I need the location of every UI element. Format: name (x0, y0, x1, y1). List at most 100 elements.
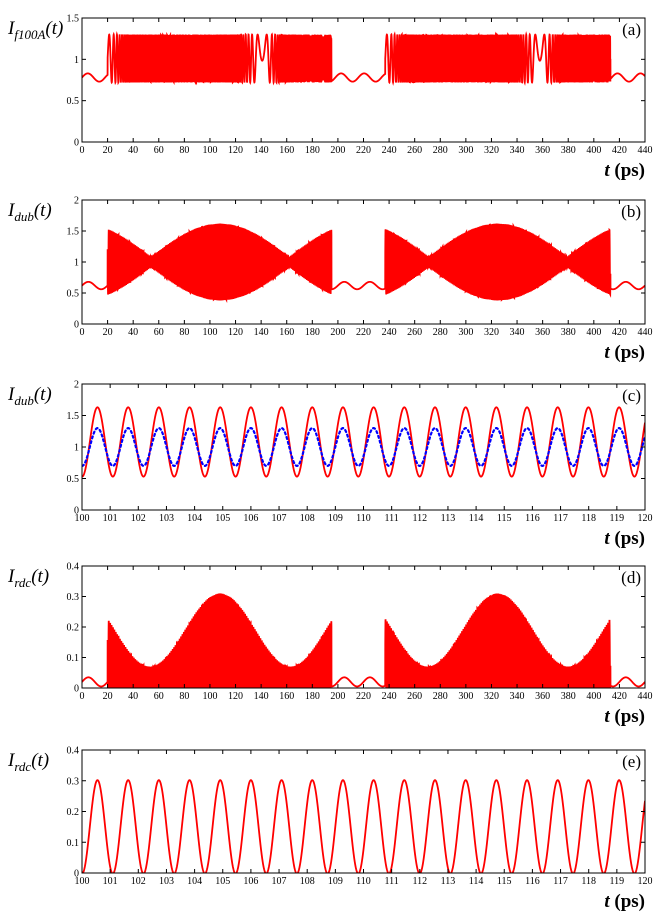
y-label-arg: (t) (45, 18, 63, 39)
x-label-var: t (604, 706, 610, 727)
y-label-arg: (t) (34, 200, 52, 221)
x-tick-label: 100 (202, 145, 217, 156)
y-axis-label: If100A(t) (7, 18, 63, 42)
x-tick-label: 108 (300, 513, 315, 524)
x-tick-label: 20 (103, 145, 113, 156)
y-tick-label: 0 (74, 320, 79, 331)
x-tick-label: 240 (382, 691, 397, 702)
x-tick-label: 107 (272, 513, 287, 524)
y-label-main: I (7, 750, 16, 771)
x-tick-label: 400 (586, 327, 601, 338)
x-tick-label: 240 (382, 145, 397, 156)
panel-c: 100 101 102 103 104 105 106 107 108 109 110 111 112 1… (7, 380, 653, 550)
y-tick-label: 2 (74, 196, 79, 207)
y-label-main: I (7, 200, 16, 221)
y-label-main: I (7, 566, 16, 587)
x-label-var: t (604, 160, 610, 181)
series-line-1 (82, 406, 645, 478)
x-tick-label: 260 (407, 691, 422, 702)
x-tick-label: 340 (510, 327, 525, 338)
y-tick-label: 0.3 (67, 592, 80, 603)
x-tick-label: 111 (385, 513, 399, 524)
x-axis-label: t (ps) (604, 342, 645, 363)
x-tick-label: 101 (103, 876, 118, 887)
y-tick-label: 0.5 (67, 96, 80, 107)
x-tick-label: 420 (612, 145, 627, 156)
x-tick-label: 220 (356, 327, 371, 338)
x-tick-label: 60 (154, 145, 164, 156)
x-tick-label: 113 (441, 513, 456, 524)
y-tick-label: 1 (74, 55, 79, 66)
y-tick-label: 0.4 (67, 746, 80, 757)
y-label-arg: (t) (31, 566, 49, 587)
y-label-main: I (7, 18, 16, 39)
x-tick-label: 106 (243, 513, 258, 524)
x-tick-label: 40 (128, 691, 138, 702)
x-tick-label: 160 (279, 145, 294, 156)
series-group (82, 593, 645, 688)
series-line-1 (82, 593, 645, 688)
x-tick-label: 380 (561, 691, 576, 702)
x-tick-label: 260 (407, 327, 422, 338)
x-tick-label: 60 (154, 327, 164, 338)
x-tick-label: 200 (330, 691, 345, 702)
x-tick-label: 160 (279, 691, 294, 702)
x-tick-label: 110 (356, 876, 371, 887)
x-tick-label: 380 (561, 327, 576, 338)
y-tick-label: 1 (74, 258, 79, 269)
x-tick-label: 101 (103, 513, 118, 524)
x-tick-label: 40 (128, 145, 138, 156)
panel-label: (b) (621, 202, 641, 221)
x-tick-label: 400 (586, 691, 601, 702)
y-tick-label: 0 (74, 506, 79, 517)
y-label-sub: dub (14, 209, 34, 224)
x-tick-label: 104 (187, 876, 202, 887)
x-tick-label: 116 (525, 513, 540, 524)
x-tick-label: 180 (305, 327, 320, 338)
x-tick-label: 420 (612, 691, 627, 702)
x-tick-label: 114 (469, 876, 484, 887)
y-axis-label: Irdc(t) (7, 566, 49, 590)
x-tick-label: 102 (131, 876, 146, 887)
x-tick-label: 160 (279, 327, 294, 338)
panel-e: 100 101 102 103 104 105 106 107 108 109 110 111 112 1… (7, 746, 653, 913)
x-tick-label: 109 (328, 876, 343, 887)
y-axis-label: Irdc(t) (7, 750, 49, 774)
x-tick-label: 320 (484, 327, 499, 338)
x-tick-label: 200 (330, 145, 345, 156)
panel-a: 0 20 40 60 80 100 120 140 160 180 200 220 240 260 280 3… (7, 14, 653, 182)
y-tick-label: 0 (74, 684, 79, 695)
x-tick-label: 112 (412, 513, 427, 524)
x-tick-label: 104 (187, 513, 202, 524)
x-axis-label: t (ps) (604, 160, 645, 181)
x-tick-label: 117 (553, 876, 568, 887)
x-tick-label: 20 (103, 327, 113, 338)
y-label-sub: dub (14, 393, 34, 408)
series-line-1 (82, 779, 645, 873)
x-tick-label: 105 (215, 513, 230, 524)
x-tick-label: 120 (228, 327, 243, 338)
panel-b: 0 20 40 60 80 100 120 140 160 180 200 220 240 260 280 3… (7, 196, 653, 364)
x-tick-label: 109 (328, 513, 343, 524)
x-tick-label: 119 (610, 513, 625, 524)
x-tick-label: 80 (179, 145, 189, 156)
x-label-unit: (ps) (610, 160, 645, 181)
x-tick-label: 240 (382, 327, 397, 338)
x-tick-label: 200 (330, 327, 345, 338)
y-label-sub: rdc (14, 575, 31, 590)
x-label-unit: (ps) (610, 528, 645, 549)
x-axis-label: t (ps) (604, 891, 645, 912)
x-tick-label: 300 (458, 145, 473, 156)
x-tick-label: 360 (535, 691, 550, 702)
y-tick-label: 0.3 (67, 776, 80, 787)
x-tick-label: 20 (103, 691, 113, 702)
x-tick-label: 115 (497, 876, 512, 887)
x-tick-label: 100 (75, 513, 90, 524)
y-tick-label: 1 (74, 443, 79, 454)
x-tick-label: 115 (497, 513, 512, 524)
x-tick-label: 440 (638, 327, 653, 338)
x-tick-label: 380 (561, 145, 576, 156)
x-label-unit: (ps) (610, 342, 645, 363)
x-tick-label: 440 (638, 691, 653, 702)
x-label-var: t (604, 342, 610, 363)
